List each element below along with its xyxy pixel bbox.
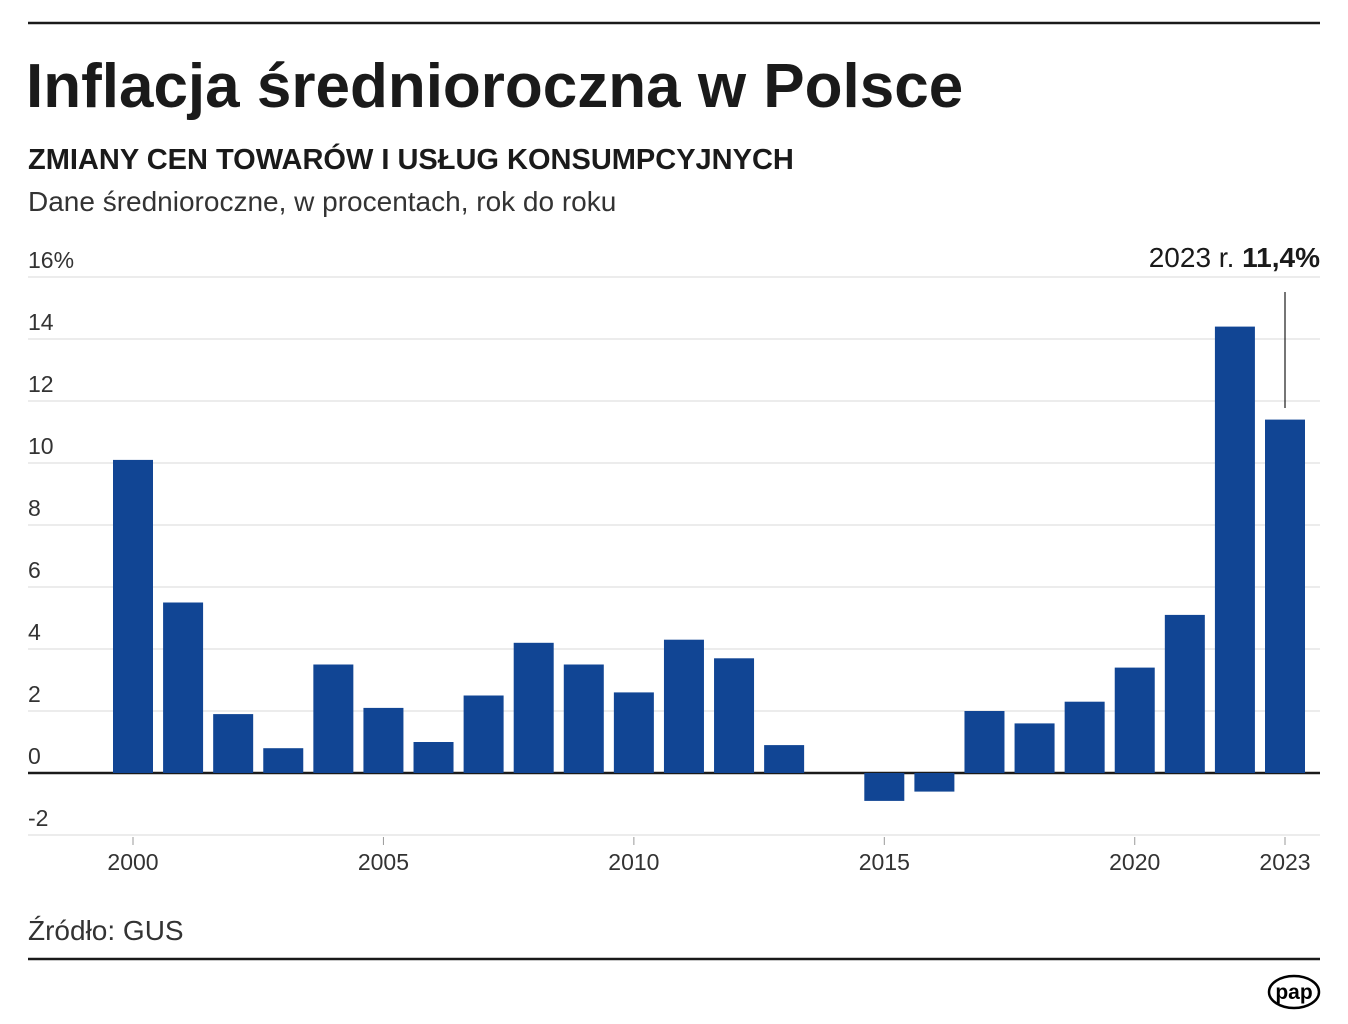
bar-2023 xyxy=(1265,419,1305,773)
bar-2011 xyxy=(663,639,704,773)
bar-2012 xyxy=(714,658,755,773)
chart-subtitle: ZMIANY CEN TOWARÓW I USŁUG KONSUMPCYJNYC… xyxy=(28,142,794,176)
bar-2018 xyxy=(1014,723,1055,773)
pap-logo: pap xyxy=(1267,974,1321,1010)
bar-2004 xyxy=(313,664,354,773)
bar-2019 xyxy=(1064,701,1105,773)
bar-2021 xyxy=(1164,614,1205,773)
bar-2010 xyxy=(613,692,654,773)
bar-2015 xyxy=(864,773,905,801)
y-tick-label: -2 xyxy=(28,805,48,831)
bar-2002 xyxy=(213,714,254,773)
bar-2005 xyxy=(363,707,404,773)
bar-2006 xyxy=(413,742,454,773)
x-tick-label: 2000 xyxy=(107,849,158,875)
bar-2020 xyxy=(1114,667,1155,773)
svg-text:pap: pap xyxy=(1275,981,1312,1004)
y-tick-label: 10 xyxy=(28,433,54,459)
x-tick-label: 2005 xyxy=(358,849,409,875)
bar-2013 xyxy=(764,745,805,773)
chart-title: Inflacja średnioroczna w Polsce xyxy=(26,52,963,121)
y-tick-label: 4 xyxy=(28,619,41,645)
annotation-label: 2023 r. 11,4% xyxy=(1149,242,1320,273)
bar-2016 xyxy=(914,773,955,792)
x-tick-label: 2020 xyxy=(1109,849,1160,875)
y-tick-label: 14 xyxy=(28,309,54,335)
chart-description: Dane średnioroczne, w procentach, rok do… xyxy=(28,186,616,217)
y-tick-label: 2 xyxy=(28,681,41,707)
y-tick-label: 12 xyxy=(28,371,54,397)
x-tick-label: 2023 xyxy=(1259,849,1310,875)
x-tick-label: 2010 xyxy=(608,849,659,875)
bar-2000 xyxy=(113,459,153,773)
x-tick-label: 2015 xyxy=(859,849,910,875)
bar-2007 xyxy=(463,695,504,773)
source: Źródło: GUS xyxy=(28,915,184,946)
y-tick-label: 16% xyxy=(28,247,74,273)
y-tick-label: 0 xyxy=(28,743,41,769)
bar-2017 xyxy=(964,711,1005,773)
y-tick-label: 6 xyxy=(28,557,41,583)
bar-2001 xyxy=(163,602,204,773)
bar-2003 xyxy=(263,748,304,773)
bar-2022 xyxy=(1214,326,1255,773)
bar-2009 xyxy=(563,664,604,773)
y-tick-label: 8 xyxy=(28,495,41,521)
bar-2008 xyxy=(513,642,554,773)
